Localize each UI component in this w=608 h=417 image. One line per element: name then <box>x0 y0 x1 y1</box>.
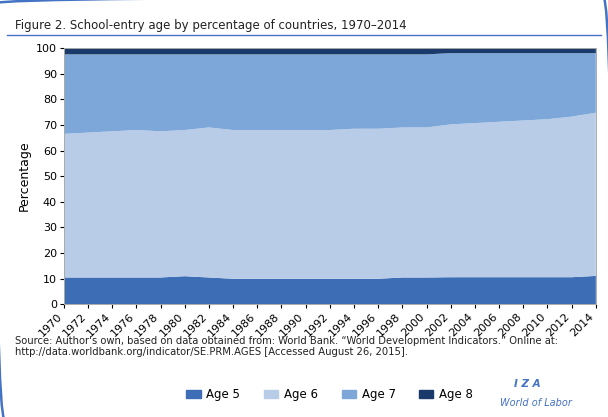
Text: World of Labor: World of Labor <box>500 398 572 408</box>
Text: Figure 2. School-entry age by percentage of countries, 1970–2014: Figure 2. School-entry age by percentage… <box>15 19 407 32</box>
Text: Source: Author's own, based on data obtained from: World Bank. “World Developmen: Source: Author's own, based on data obta… <box>15 336 558 357</box>
Text: I Z A: I Z A <box>514 379 541 389</box>
Y-axis label: Percentage: Percentage <box>18 141 30 211</box>
Legend: Age 5, Age 6, Age 7, Age 8: Age 5, Age 6, Age 7, Age 8 <box>182 384 478 406</box>
